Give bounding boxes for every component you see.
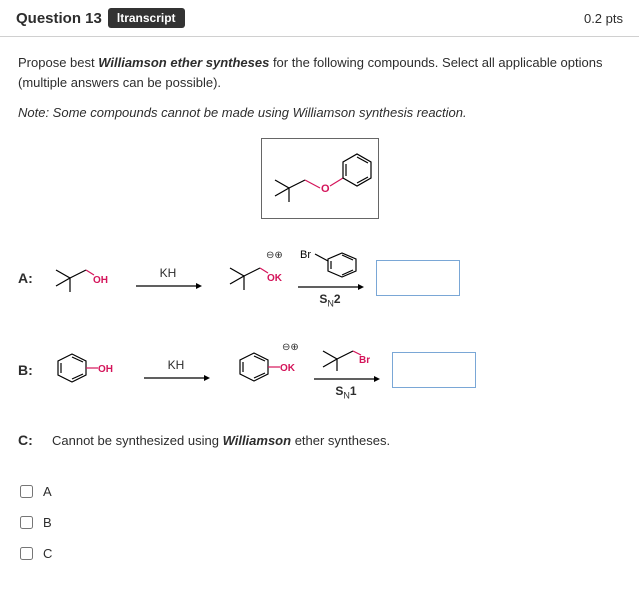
- scheme-c-label: C:: [18, 432, 42, 448]
- option-a-label: A: [43, 484, 52, 499]
- target-molecule-box: O: [261, 138, 379, 219]
- svg-text:O: O: [321, 183, 330, 195]
- scheme-c-tail: ether syntheses.: [291, 433, 390, 448]
- scheme-a-signs: ⊖⊕: [266, 250, 283, 261]
- option-a[interactable]: A: [18, 476, 621, 507]
- option-c-label: C: [43, 546, 52, 561]
- scheme-b-answer-box[interactable]: [392, 352, 476, 388]
- scheme-b-reagent2: Br SN1: [312, 341, 380, 400]
- option-b[interactable]: B: [18, 507, 621, 538]
- scheme-a-kh: KH: [160, 266, 177, 280]
- scheme-b-kh: KH: [168, 358, 185, 372]
- scheme-b-arrow1: KH: [142, 358, 210, 382]
- scheme-a-arrow1: KH: [134, 266, 202, 290]
- scheme-a-ok: OK: [267, 273, 283, 284]
- scheme-c: C: Cannot be synthesized using Williamso…: [18, 432, 621, 448]
- scheme-a-sm1: OH: [50, 258, 112, 298]
- points: 0.2 pts: [584, 11, 623, 26]
- prompt-emph: Williamson ether syntheses: [98, 55, 269, 70]
- scheme-b-sm1: OH: [50, 349, 120, 391]
- scheme-b-label: B:: [18, 362, 42, 378]
- scheme-a-reagent2: Br SN2: [296, 247, 364, 308]
- option-a-checkbox[interactable]: [20, 485, 33, 498]
- scheme-a-answer-box[interactable]: [376, 260, 460, 296]
- option-c[interactable]: C: [18, 538, 621, 569]
- scheme-b-oh: OH: [98, 364, 113, 375]
- transcript-badge[interactable]: ltranscript: [108, 8, 185, 28]
- option-b-checkbox[interactable]: [20, 516, 33, 529]
- option-c-checkbox[interactable]: [20, 547, 33, 560]
- question-number: Question 13: [16, 10, 102, 27]
- prompt-text: Propose best Williamson ether syntheses …: [18, 53, 621, 93]
- scheme-a-label: A:: [18, 270, 42, 286]
- scheme-c-lead: Cannot be synthesized using: [52, 433, 223, 448]
- option-b-label: B: [43, 515, 52, 530]
- scheme-a: A: OH KH ⊖⊕: [18, 247, 621, 308]
- scheme-b-br: Br: [359, 355, 370, 366]
- scheme-b-sm2: ⊖⊕ OK: [232, 348, 304, 393]
- scheme-b-ok: OK: [280, 363, 296, 374]
- scheme-b: B: OH KH ⊖⊕: [18, 341, 621, 400]
- prompt-note: Note: Some compounds cannot be made usin…: [18, 105, 621, 120]
- options-list: A B C: [18, 476, 621, 569]
- target-molecule-figure: O: [18, 138, 621, 219]
- scheme-c-emph: Williamson: [223, 433, 292, 448]
- scheme-a-mech: SN2: [319, 292, 340, 308]
- scheme-b-signs: ⊖⊕: [282, 342, 299, 353]
- prompt-lead: Propose best: [18, 55, 98, 70]
- scheme-a-oh: OH: [93, 275, 108, 286]
- scheme-c-text: Cannot be synthesized using Williamson e…: [52, 433, 390, 448]
- svg-text:Br: Br: [300, 249, 311, 261]
- target-molecule-svg: O: [265, 142, 375, 212]
- question-header: Question 13 ltranscript 0.2 pts: [0, 0, 639, 37]
- scheme-a-sm2: ⊖⊕ OK: [224, 256, 288, 299]
- scheme-b-mech: SN1: [335, 384, 356, 400]
- question-body: Propose best Williamson ether syntheses …: [0, 37, 639, 585]
